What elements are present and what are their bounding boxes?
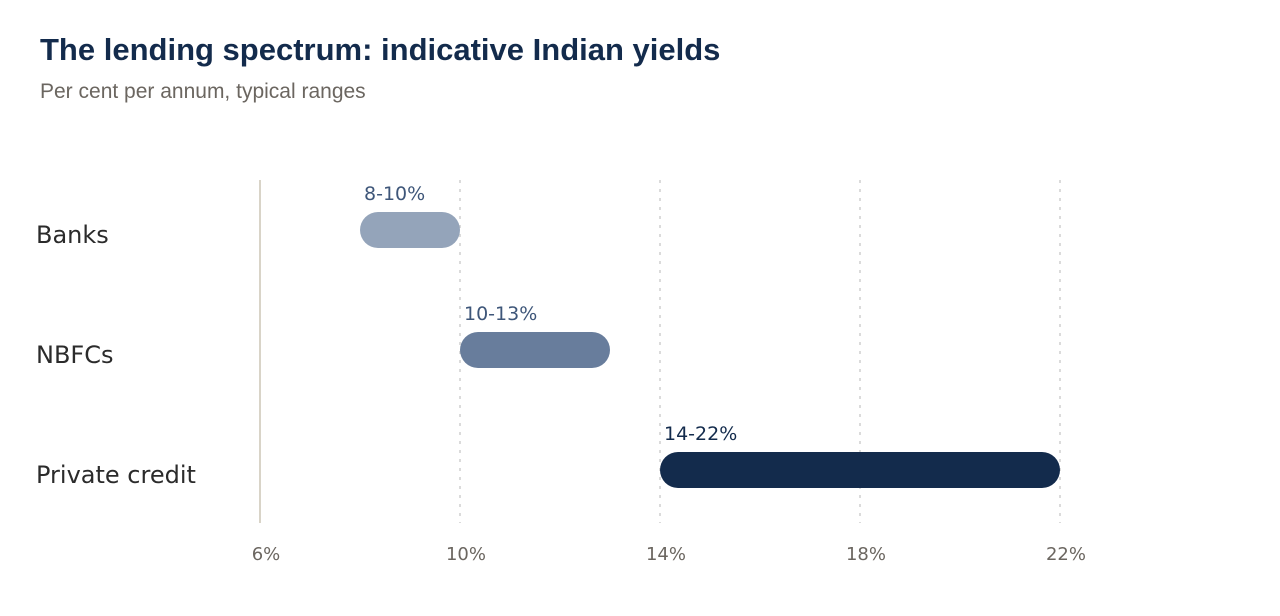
range-bar: [360, 212, 460, 248]
category-label: Banks: [36, 221, 109, 249]
range-value-label: 10-13%: [464, 303, 537, 325]
x-tick-label: 22%: [1046, 544, 1086, 565]
range-value-label: 14-22%: [664, 423, 737, 445]
category-label: NBFCs: [36, 341, 113, 369]
x-tick-label: 14%: [646, 544, 686, 565]
range-bar: [660, 452, 1060, 488]
range-bar: [460, 332, 610, 368]
chart-title: The lending spectrum: indicative Indian …: [40, 32, 721, 67]
x-tick-label: 6%: [252, 544, 281, 565]
category-label: Private credit: [36, 461, 196, 489]
x-tick-label: 10%: [446, 544, 486, 565]
chart-subtitle: Per cent per annum, typical ranges: [40, 80, 366, 103]
x-tick-label: 18%: [846, 544, 886, 565]
range-value-label: 8-10%: [364, 183, 425, 205]
